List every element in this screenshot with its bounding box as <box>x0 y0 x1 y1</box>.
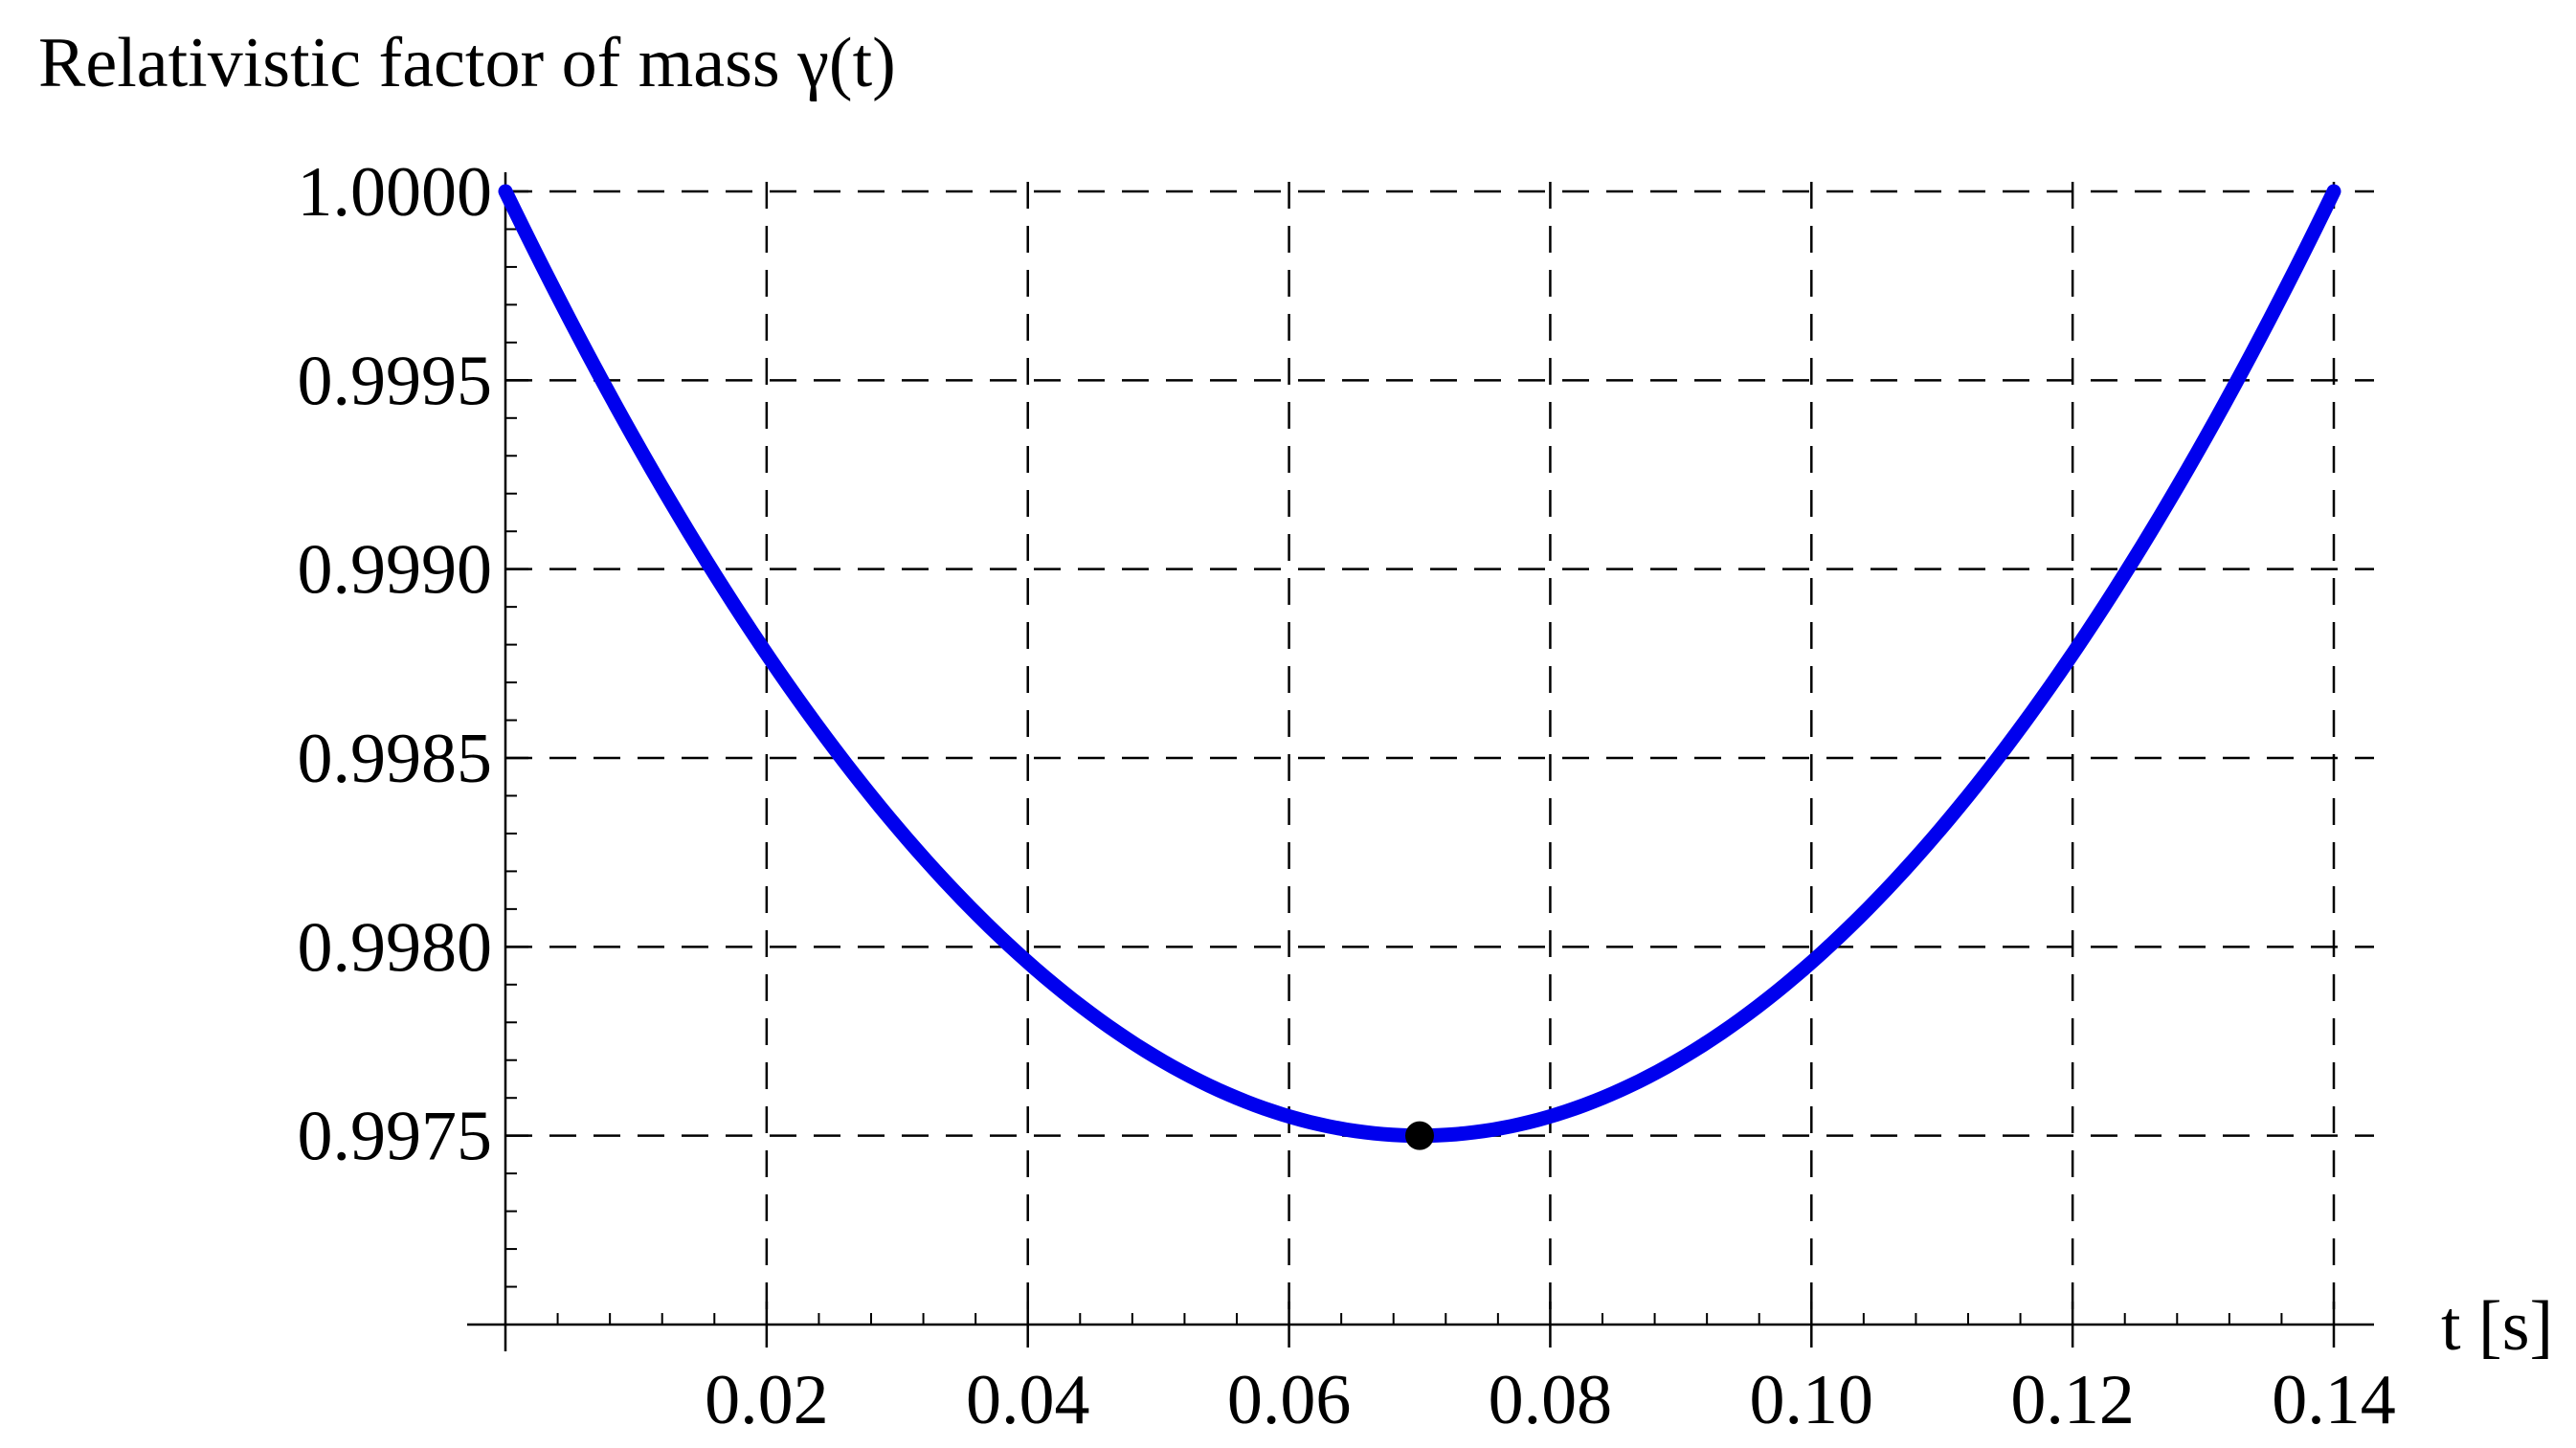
minimum-point-marker <box>1405 1121 1434 1150</box>
y-tick-label-0: 1.0000 <box>298 153 493 232</box>
x-tick-label-6: 0.14 <box>2272 1361 2396 1439</box>
y-tick-label-1: 0.9995 <box>298 342 493 420</box>
y-axis-ticks: 1.0000 0.9995 0.9990 0.9985 0.9980 0.9975 <box>298 153 528 1288</box>
y-tick-label-4: 0.9980 <box>298 908 493 987</box>
grid <box>505 182 2374 1325</box>
axes <box>467 172 2374 1351</box>
x-axis-title: t [s] <box>2441 1287 2553 1366</box>
y-tick-label-3: 0.9985 <box>298 720 493 798</box>
y-tick-label-2: 0.9990 <box>298 531 493 610</box>
x-tick-label-3: 0.08 <box>1489 1361 1613 1439</box>
series-layer <box>498 184 2341 1150</box>
chart-title: Relativistic factor of mass γ(t) <box>38 24 896 102</box>
x-tick-label-4: 0.10 <box>1750 1361 1874 1439</box>
x-axis-ticks: 0.02 0.04 0.06 0.08 0.10 0.12 0.14 <box>556 1302 2396 1439</box>
x-tick-label-2: 0.06 <box>1227 1361 1352 1439</box>
y-tick-label-5: 0.9975 <box>298 1098 493 1176</box>
x-tick-label-1: 0.04 <box>966 1361 1090 1439</box>
x-tick-label-0: 0.02 <box>705 1361 829 1439</box>
gamma-curve <box>498 184 2341 1144</box>
x-tick-label-5: 0.12 <box>2010 1361 2135 1439</box>
